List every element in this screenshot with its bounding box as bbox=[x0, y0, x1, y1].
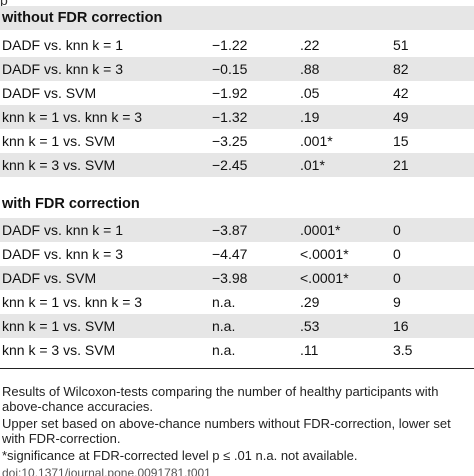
n-cell: 3.5 bbox=[393, 342, 413, 358]
section-heading-with-fdr: with FDR correction bbox=[0, 192, 474, 216]
n-cell: 51 bbox=[393, 37, 409, 53]
comparison-cell: knn k = 1 vs. SVM bbox=[2, 133, 116, 149]
footnote-upper-lower-set: Upper set based on above-chance numbers … bbox=[2, 416, 451, 446]
p-cell: .19 bbox=[300, 109, 320, 125]
z-cell: −1.32 bbox=[212, 109, 248, 125]
n-cell: 16 bbox=[393, 318, 409, 334]
table-row: DADF vs. knn k = 1 −3.87 .0001* 0 bbox=[0, 218, 474, 242]
n-cell: 42 bbox=[393, 85, 409, 101]
z-cell: −2.45 bbox=[212, 157, 248, 173]
table-row: DADF vs. knn k = 3 −0.15 .88 82 bbox=[0, 57, 474, 81]
comparison-cell: DADF vs. knn k = 3 bbox=[2, 246, 123, 262]
cropped-doi-text: doi:10.1371/journal.pone.0091781.t001 bbox=[2, 466, 211, 476]
z-cell: −1.92 bbox=[212, 85, 248, 101]
table-row: DADF vs. knn k = 1 −1.22 .22 51 bbox=[0, 33, 474, 57]
z-cell: n.a. bbox=[212, 294, 236, 310]
comparison-cell: DADF vs. SVM bbox=[2, 85, 97, 101]
table-bottom-rule bbox=[0, 368, 474, 369]
p-cell: .11 bbox=[300, 342, 319, 358]
p-cell: .29 bbox=[300, 294, 320, 310]
table-row: DADF vs. SVM −3.98 <.0001* 0 bbox=[0, 266, 474, 290]
p-cell: .0001* bbox=[300, 222, 341, 238]
table-row: DADF vs. knn k = 3 −4.47 <.0001* 0 bbox=[0, 242, 474, 266]
n-cell: 9 bbox=[393, 294, 401, 310]
n-cell: 0 bbox=[393, 270, 401, 286]
z-cell: −3.25 bbox=[212, 133, 248, 149]
n-cell: 15 bbox=[393, 133, 409, 149]
footnote-results: Results of Wilcoxon-tests comparing the … bbox=[2, 384, 439, 414]
z-cell: −4.47 bbox=[212, 246, 248, 262]
z-cell: −3.87 bbox=[212, 222, 248, 238]
table-row: knn k = 3 vs. SVM −2.45 .01* 21 bbox=[0, 153, 474, 177]
n-cell: 21 bbox=[393, 157, 409, 173]
comparison-cell: knn k = 1 vs. knn k = 3 bbox=[2, 109, 143, 125]
z-cell: −0.15 bbox=[212, 61, 248, 77]
z-cell: n.a. bbox=[212, 318, 236, 334]
n-cell: 0 bbox=[393, 222, 401, 238]
comparison-cell: knn k = 3 vs. SVM bbox=[2, 342, 116, 358]
section-heading-text: with FDR correction bbox=[2, 196, 140, 212]
n-cell: 0 bbox=[393, 246, 401, 262]
comparison-cell: DADF vs. knn k = 1 bbox=[2, 37, 123, 53]
z-cell: −3.98 bbox=[212, 270, 248, 286]
footnote-significance: *significance at FDR-corrected level p ≤… bbox=[2, 448, 358, 463]
z-cell: n.a. bbox=[212, 342, 236, 358]
comparison-cell: knn k = 1 vs. knn k = 3 bbox=[2, 294, 143, 310]
z-cell: −1.22 bbox=[212, 37, 248, 53]
p-cell: .01* bbox=[300, 157, 325, 173]
comparison-cell: DADF vs. SVM bbox=[2, 270, 97, 286]
section-heading-without-fdr: without FDR correction bbox=[0, 6, 474, 30]
table-row: knn k = 1 vs. SVM −3.25 .001* 15 bbox=[0, 129, 474, 153]
table-footnotes: Results of Wilcoxon-tests comparing the … bbox=[2, 384, 472, 465]
p-cell: <.0001* bbox=[300, 246, 349, 262]
table-row: knn k = 1 vs. SVM n.a. .53 16 bbox=[0, 314, 474, 338]
comparison-cell: knn k = 3 vs. SVM bbox=[2, 157, 116, 173]
table-row: knn k = 3 vs. SVM n.a. .11 3.5 bbox=[0, 338, 474, 362]
comparison-cell: DADF vs. knn k = 3 bbox=[2, 61, 123, 77]
cropped-header-text: p bbox=[0, 0, 474, 6]
table-row: knn k = 1 vs. knn k = 3 n.a. .29 9 bbox=[0, 290, 474, 314]
p-cell: .001* bbox=[300, 133, 333, 149]
n-cell: 49 bbox=[393, 109, 409, 125]
comparison-cell: DADF vs. knn k = 1 bbox=[2, 222, 123, 238]
p-cell: .88 bbox=[300, 61, 320, 77]
p-cell: <.0001* bbox=[300, 270, 349, 286]
p-cell: .05 bbox=[300, 85, 320, 101]
n-cell: 82 bbox=[393, 61, 409, 77]
comparison-cell: knn k = 1 vs. SVM bbox=[2, 318, 116, 334]
p-cell: .22 bbox=[300, 37, 320, 53]
p-cell: .53 bbox=[300, 318, 320, 334]
table-row: knn k = 1 vs. knn k = 3 −1.32 .19 49 bbox=[0, 105, 474, 129]
table-row: DADF vs. SVM −1.92 .05 42 bbox=[0, 81, 474, 105]
